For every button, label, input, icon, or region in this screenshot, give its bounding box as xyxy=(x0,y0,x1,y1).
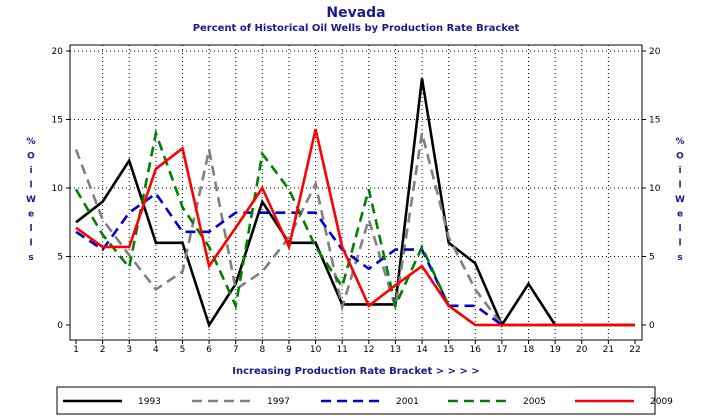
y-axis-label-char: l xyxy=(29,239,32,249)
series-line-2009 xyxy=(75,128,635,327)
y-axis-label-char: O xyxy=(27,152,35,162)
series-line-1997 xyxy=(74,132,635,327)
legend-label-1997: 1997 xyxy=(267,397,290,407)
x-tick-label: 9 xyxy=(286,345,292,355)
y-axis-label-char: e xyxy=(677,210,683,220)
chart-subtitle: Percent of Historical Oil Wells by Produ… xyxy=(193,23,520,34)
x-tick-label: 16 xyxy=(470,345,482,355)
x-tick-label: 17 xyxy=(496,345,507,355)
x-tick-label: 13 xyxy=(390,345,401,355)
x-tick-label: 6 xyxy=(206,345,212,355)
y-axis-label-char: W xyxy=(675,195,685,205)
y-tick-label-left: 0 xyxy=(57,321,63,331)
y-tick-label-right: 20 xyxy=(649,47,661,57)
y-tick-label-left: 10 xyxy=(52,184,64,194)
x-tick-label: 14 xyxy=(416,345,428,355)
y-axis-label-char: l xyxy=(29,181,32,191)
grid-layer xyxy=(70,45,642,340)
series-line-1993 xyxy=(75,78,635,329)
y-tick-label-right: 5 xyxy=(649,253,655,263)
plot-frame xyxy=(69,44,643,341)
x-tick-label: 10 xyxy=(310,345,322,355)
legend: 1993 1997 2001 2005 2009 xyxy=(63,397,673,407)
y-axis-label-char: % xyxy=(26,137,35,147)
legend-label-2005: 2005 xyxy=(523,397,546,407)
legend-label-1993: 1993 xyxy=(138,397,161,407)
x-tick-label: 20 xyxy=(576,345,588,355)
x-tick-label: 19 xyxy=(549,345,561,355)
x-tick-label: 8 xyxy=(259,345,265,355)
x-tick-label: 15 xyxy=(443,345,454,355)
legend-box xyxy=(56,386,656,415)
legend-label-2009: 2009 xyxy=(650,397,673,407)
y-axis-label-char: e xyxy=(28,210,34,220)
x-tick-label: 21 xyxy=(603,345,614,355)
y-axis-label-char: s xyxy=(28,253,33,263)
y-axis-label-char: l xyxy=(678,239,681,249)
y-axis-label-char: W xyxy=(26,195,36,205)
y-axis-label-char: s xyxy=(677,253,682,263)
y-axis-label-char: i xyxy=(678,166,681,176)
y-axis-label-char: l xyxy=(29,224,32,234)
x-tick-label: 3 xyxy=(126,345,132,355)
x-tick-label: 12 xyxy=(363,345,374,355)
x-tick-label: 4 xyxy=(153,345,159,355)
y-axis-label-char: % xyxy=(675,137,684,147)
series-line-2005 xyxy=(74,128,635,327)
ticks-layer: 1 2 3 4 5 6 7 8 9 10 11 12 13 14 15 16 17 18 19 20 21 220 05 51… xyxy=(52,47,661,355)
legend-label-2001: 2001 xyxy=(396,397,419,407)
y-axis-label-char: i xyxy=(29,166,32,176)
x-axis-label: Increasing Production Rate Bracket > > >… xyxy=(232,366,480,377)
x-tick-label: 1 xyxy=(73,345,79,355)
y-tick-label-right: 15 xyxy=(649,116,660,126)
x-tick-label: 2 xyxy=(100,345,106,355)
y-tick-label-left: 20 xyxy=(52,47,64,57)
x-tick-label: 18 xyxy=(523,345,535,355)
y-tick-label-left: 15 xyxy=(52,116,63,126)
y-axis-label-char: O xyxy=(676,152,684,162)
x-tick-label: 22 xyxy=(629,345,640,355)
y-tick-label-right: 10 xyxy=(649,184,661,194)
x-tick-label: 5 xyxy=(180,345,186,355)
x-tick-label: 7 xyxy=(233,345,239,355)
chart-title: Nevada xyxy=(326,5,385,21)
y-tick-label-right: 0 xyxy=(649,321,655,331)
y-tick-label-left: 5 xyxy=(57,253,63,263)
x-tick-label: 11 xyxy=(336,345,347,355)
series-layer xyxy=(74,78,635,329)
y-axis-label-char: l xyxy=(678,224,681,234)
y-axis-label-char: l xyxy=(678,181,681,191)
